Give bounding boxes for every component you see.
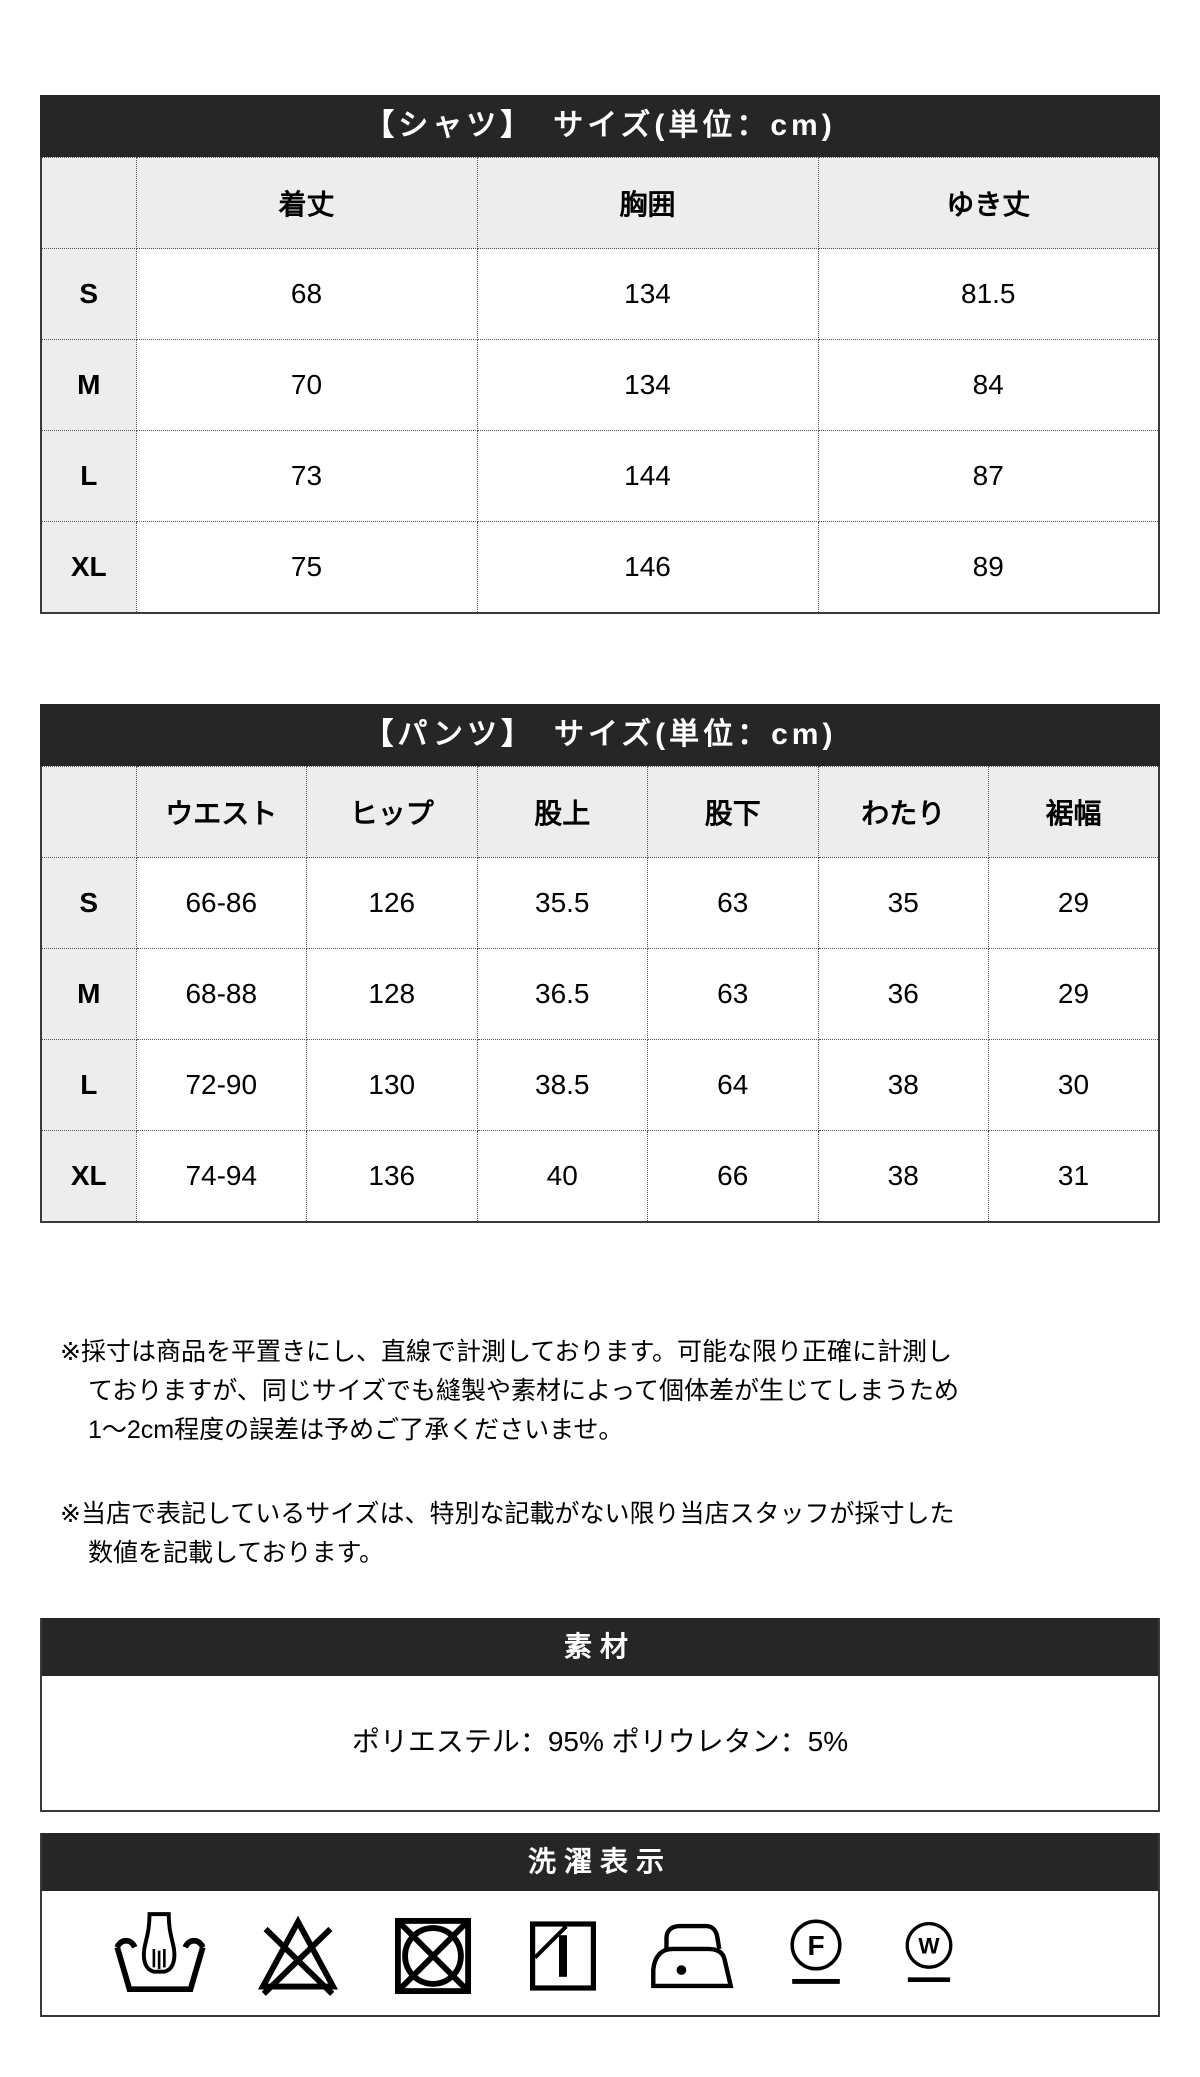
col-header-thigh: わたり xyxy=(817,766,989,858)
laundry-section: 洗濯表示 xyxy=(40,1833,1160,2017)
col-header-hem-width: 裾幅 xyxy=(988,766,1160,858)
corner-cell xyxy=(40,157,137,249)
pants-size-section: 【パンツ】 サイズ(単位：cm) ウエスト ヒップ 股上 股下 わたり 裾幅 S… xyxy=(40,704,1160,1223)
table-cell: 38.5 xyxy=(476,1039,648,1131)
table-row: S 66-86 126 35.5 63 35 29 xyxy=(40,857,1160,949)
table-cell: 70 xyxy=(135,339,478,431)
table-cell: 36.5 xyxy=(476,948,648,1040)
size-label: L xyxy=(40,430,137,522)
size-label: S xyxy=(40,857,137,949)
measurement-notes: ※採寸は商品を平置きにし、直線で計測しております。可能な限り正確に計測し ており… xyxy=(40,1278,1160,1573)
table-cell: 68-88 xyxy=(135,948,307,1040)
do-not-tumble-dry-icon xyxy=(394,1917,472,1995)
table-cell: 72-90 xyxy=(135,1039,307,1131)
col-header-sleeve-length: ゆき丈 xyxy=(817,157,1160,249)
table-cell: 30 xyxy=(988,1039,1160,1131)
corner-cell xyxy=(40,766,137,858)
pants-table-title: 【パンツ】 サイズ(単位：cm) xyxy=(40,704,1160,766)
note-line: 1〜2cm程度の誤差は予めご了承くださいませ。 xyxy=(88,1416,624,1444)
table-cell: 66 xyxy=(647,1130,819,1223)
table-cell: 134 xyxy=(476,339,819,431)
table-row: M 68-88 128 36.5 63 36 29 xyxy=(40,948,1160,1040)
do-not-bleach-icon xyxy=(257,1915,339,1996)
note-line: ※当店で表記しているサイズは、特別な記載がない限り当店スタッフが採寸した xyxy=(60,1500,955,1528)
table-cell: 73 xyxy=(135,430,478,522)
dry-clean-petroleum-f-icon: F xyxy=(790,1919,842,1984)
table-cell: 64 xyxy=(647,1039,819,1131)
laundry-title: 洗濯表示 xyxy=(42,1833,1158,1891)
size-label: S xyxy=(40,248,137,340)
table-cell: 89 xyxy=(817,521,1160,614)
table-cell: 35 xyxy=(817,857,989,949)
col-header-inseam: 股下 xyxy=(647,766,819,858)
table-row: XL 74-94 136 40 66 38 31 xyxy=(40,1130,1160,1223)
size-label: L xyxy=(40,1039,137,1131)
col-header-rise: 股上 xyxy=(476,766,648,858)
material-text: ポリエステル：95% ポリウレタン：5% xyxy=(42,1676,1158,1810)
size-label: M xyxy=(40,948,137,1040)
table-cell: 128 xyxy=(306,948,478,1040)
table-row: XL 75 146 89 xyxy=(40,521,1160,614)
measurement-note-1: ※採寸は商品を平置きにし、直線で計測しております。可能な限り正確に計測し ており… xyxy=(60,1333,1140,1450)
pants-size-table: ウエスト ヒップ 股上 股下 わたり 裾幅 S 66-86 126 35.5 6… xyxy=(40,766,1160,1223)
size-label: XL xyxy=(40,521,137,614)
f-glyph: F xyxy=(807,1930,824,1961)
pants-header-row: ウエスト ヒップ 股上 股下 わたり 裾幅 xyxy=(40,766,1160,858)
table-cell: 146 xyxy=(476,521,819,614)
table-cell: 66-86 xyxy=(135,857,307,949)
table-cell: 144 xyxy=(476,430,819,522)
table-cell: 68 xyxy=(135,248,478,340)
table-cell: 38 xyxy=(817,1039,989,1131)
table-cell: 63 xyxy=(647,857,819,949)
table-cell: 29 xyxy=(988,857,1160,949)
shirt-size-table: 着丈 胸囲 ゆき丈 S 68 134 81.5 M 70 134 84 L 73… xyxy=(40,157,1160,614)
note-line: ておりますが、同じサイズでも縫製や素材によって個体差が生じてしまうため xyxy=(88,1377,960,1405)
table-cell: 84 xyxy=(817,339,1160,431)
table-cell: 63 xyxy=(647,948,819,1040)
table-cell: 35.5 xyxy=(476,857,648,949)
table-cell: 75 xyxy=(135,521,478,614)
table-cell: 74-94 xyxy=(135,1130,307,1223)
table-row: L 72-90 130 38.5 64 38 30 xyxy=(40,1039,1160,1131)
material-section: 素材 ポリエステル：95% ポリウレタン：5% xyxy=(40,1618,1160,1812)
table-cell: 36 xyxy=(817,948,989,1040)
col-header-body-length: 着丈 xyxy=(135,157,478,249)
table-cell: 29 xyxy=(988,948,1160,1040)
table-cell: 87 xyxy=(817,430,1160,522)
note-line: ※採寸は商品を平置きにし、直線で計測しております。可能な限り正確に計測し xyxy=(60,1338,952,1366)
table-cell: 38 xyxy=(817,1130,989,1223)
table-cell: 40 xyxy=(476,1130,648,1223)
col-header-chest: 胸囲 xyxy=(476,157,819,249)
shirt-size-section: 【シャツ】 サイズ(単位：cm) 着丈 胸囲 ゆき丈 S 68 134 81.5… xyxy=(40,95,1160,614)
col-header-waist: ウエスト xyxy=(135,766,307,858)
table-cell: 126 xyxy=(306,857,478,949)
table-row: M 70 134 84 xyxy=(40,339,1160,431)
table-row: S 68 134 81.5 xyxy=(40,248,1160,340)
iron-low-temperature-icon xyxy=(651,1923,734,1989)
col-header-hip: ヒップ xyxy=(306,766,478,858)
table-cell: 130 xyxy=(306,1039,478,1131)
laundry-icons-row: F W xyxy=(42,1891,1158,2015)
wet-clean-w-icon: W xyxy=(905,1921,953,1983)
size-label: M xyxy=(40,339,137,431)
size-label: XL xyxy=(40,1130,137,1223)
table-cell: 81.5 xyxy=(817,248,1160,340)
shirt-header-row: 着丈 胸囲 ゆき丈 xyxy=(40,157,1160,249)
table-cell: 31 xyxy=(988,1130,1160,1223)
w-glyph: W xyxy=(918,1933,940,1958)
note-line: 数値を記載しております。 xyxy=(88,1539,385,1567)
hand-wash-icon xyxy=(114,1912,206,1992)
material-title: 素材 xyxy=(42,1618,1158,1676)
shirt-table-title: 【シャツ】 サイズ(単位：cm) xyxy=(40,95,1160,157)
table-cell: 136 xyxy=(306,1130,478,1223)
table-cell: 134 xyxy=(476,248,819,340)
measurement-note-2: ※当店で表記しているサイズは、特別な記載がない限り当店スタッフが採寸した 数値を… xyxy=(60,1495,1140,1573)
table-row: L 73 144 87 xyxy=(40,430,1160,522)
line-dry-in-shade-icon xyxy=(530,1921,596,1991)
